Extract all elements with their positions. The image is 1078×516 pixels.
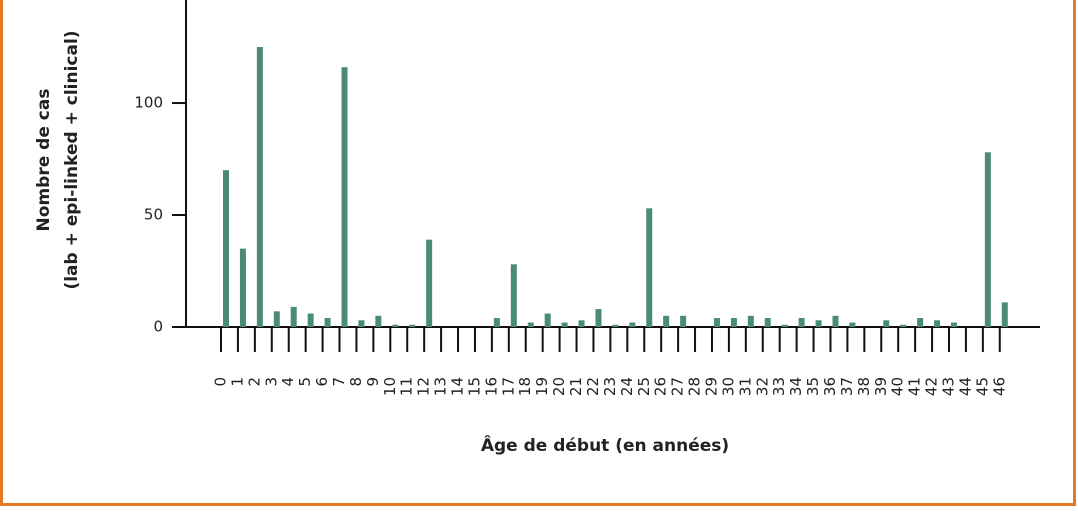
x-tick-label: 46 [990,377,1008,396]
x-tick-label: 0 [212,377,230,387]
bar [290,306,297,327]
x-tick-label: 28 [686,377,704,396]
bar [256,47,263,328]
x-tick-label: 18 [516,377,534,396]
x-tick-label: 26 [652,377,670,396]
bar [781,324,788,327]
x-tick-label: 32 [753,377,771,396]
bar [426,239,433,327]
bar [307,313,314,327]
x-tick-label: 11 [398,377,416,396]
x-tick-label: 12 [415,377,433,396]
x-tick-label: 30 [719,377,737,396]
bar [527,322,534,327]
bar [950,322,957,327]
x-tick-label: 20 [550,377,568,396]
bar [493,318,500,327]
bar [358,320,365,327]
x-tick-label: 38 [855,377,873,396]
bar [239,248,246,327]
bar [764,318,771,327]
x-tick-label: 16 [482,377,500,396]
x-axis-title: Âge de début (en années) [481,434,729,456]
x-tick-label: 4 [279,377,297,387]
bar [798,318,805,327]
y-tick-label: 0 [153,318,163,336]
x-tick-label: 3 [262,377,280,387]
x-tick-label: 33 [770,377,788,396]
bar [273,311,280,327]
x-tick-label: 42 [923,377,941,396]
bar [883,320,890,327]
bar [934,320,941,327]
x-tick-label: 15 [465,377,483,396]
bar [680,315,687,327]
bar [578,320,585,327]
bar [663,315,670,327]
y-axis-title-line: Nombre de cas [34,89,54,232]
x-tick-label: 6 [313,377,331,387]
x-tick-label: 25 [635,377,653,396]
x-tick-label: 23 [601,377,619,396]
bar [544,313,551,327]
bar [984,152,991,327]
x-tick-label: 45 [973,377,991,396]
bar [223,170,229,327]
bar [730,318,737,327]
x-tick-label: 43 [939,377,957,396]
x-tick-label: 14 [449,377,467,396]
x-tick-label: 29 [702,377,720,396]
bar [629,322,636,327]
x-tick-label: 41 [906,377,924,396]
bar [561,322,568,327]
bar [392,324,399,327]
x-tick-label: 9 [364,377,382,387]
x-tick-label: 37 [838,377,856,396]
bar [612,324,619,327]
bar [900,324,907,327]
x-tick-label: 1 [228,377,246,387]
bar [849,322,856,327]
x-tick-label: 34 [787,377,805,396]
y-tick-label: 50 [144,206,163,224]
bar [1001,302,1008,327]
x-tick-label: 27 [669,377,687,396]
bar [375,315,382,327]
bar [341,67,348,328]
x-tick-label: 5 [296,377,314,387]
bar [646,208,653,327]
y-tick-label: 100 [134,94,163,112]
bar [815,320,822,327]
x-tick-label: 13 [432,377,450,396]
x-tick-label: 40 [889,377,907,396]
bar [595,309,602,327]
x-tick-label: 44 [956,377,974,396]
x-tick-label: 17 [499,377,517,396]
x-tick-label: 2 [245,377,263,387]
x-tick-label: 7 [330,377,348,387]
bar [917,318,924,327]
frame [0,0,1076,506]
y-axis-title: Nombre de cas (lab + epi-linked + clinic… [34,30,82,289]
x-tick-label: 24 [618,377,636,396]
x-tick-label: 21 [567,377,585,396]
x-tick-label: 36 [821,377,839,396]
x-tick-label: 31 [736,377,754,396]
x-tick-label: 19 [533,377,551,396]
x-tick-label: 22 [584,377,602,396]
bar [832,315,839,327]
bar [510,264,517,327]
bar [324,318,331,327]
bar [409,324,416,327]
x-tick-label: 8 [347,377,365,387]
bar [713,318,720,327]
x-tick-label: 35 [804,377,822,396]
bar [747,315,754,327]
x-tick-label: 10 [381,377,399,396]
x-tick-label: 39 [872,377,890,396]
y-axis-title-line: (lab + epi-linked + clinical) [62,30,82,289]
